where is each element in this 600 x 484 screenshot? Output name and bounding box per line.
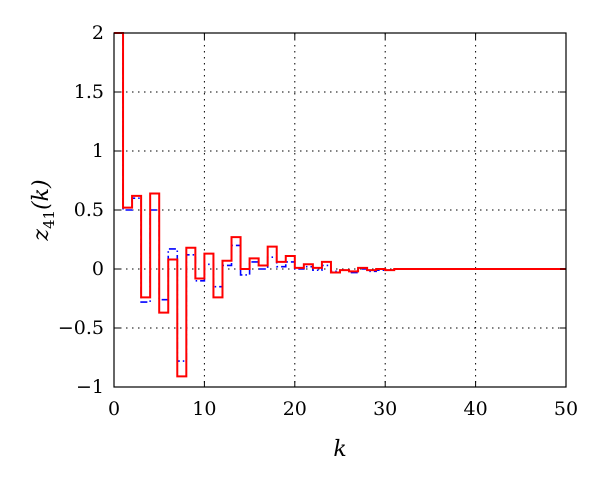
x-tick-label: 10: [192, 398, 216, 420]
x-tick-label: 0: [108, 398, 120, 420]
y-tick-label: 1.5: [74, 81, 104, 103]
y-tick-label: −0.5: [58, 317, 104, 339]
x-tick-label: 20: [283, 398, 307, 420]
y-tick-label: 1: [92, 140, 104, 162]
y-tick-label: 2: [92, 22, 104, 44]
series-layer: [114, 32, 566, 378]
y-tick-label: 0: [92, 258, 104, 280]
x-tick-label: 40: [464, 398, 488, 420]
y-axis-label-arg: (k): [29, 179, 54, 210]
x-tick-label: 30: [373, 398, 397, 420]
y-tick-label: 0.5: [74, 199, 104, 221]
x-tick-label: 50: [554, 398, 578, 420]
y-axis-label-var: z: [29, 229, 54, 242]
series-line-red: [114, 32, 566, 378]
tick-labels: 0 10 20 30 40 50 −1 −0.5 0 0.5 1 1.5 2: [58, 22, 578, 420]
y-axis-label-sub: 41: [40, 210, 58, 229]
plot-background: [114, 33, 566, 387]
grid: [114, 33, 566, 387]
ticks: [113, 32, 567, 388]
y-tick-label: −1: [76, 376, 104, 398]
x-axis-label: k: [333, 437, 346, 462]
y-axis-label: z41(k): [29, 179, 58, 241]
